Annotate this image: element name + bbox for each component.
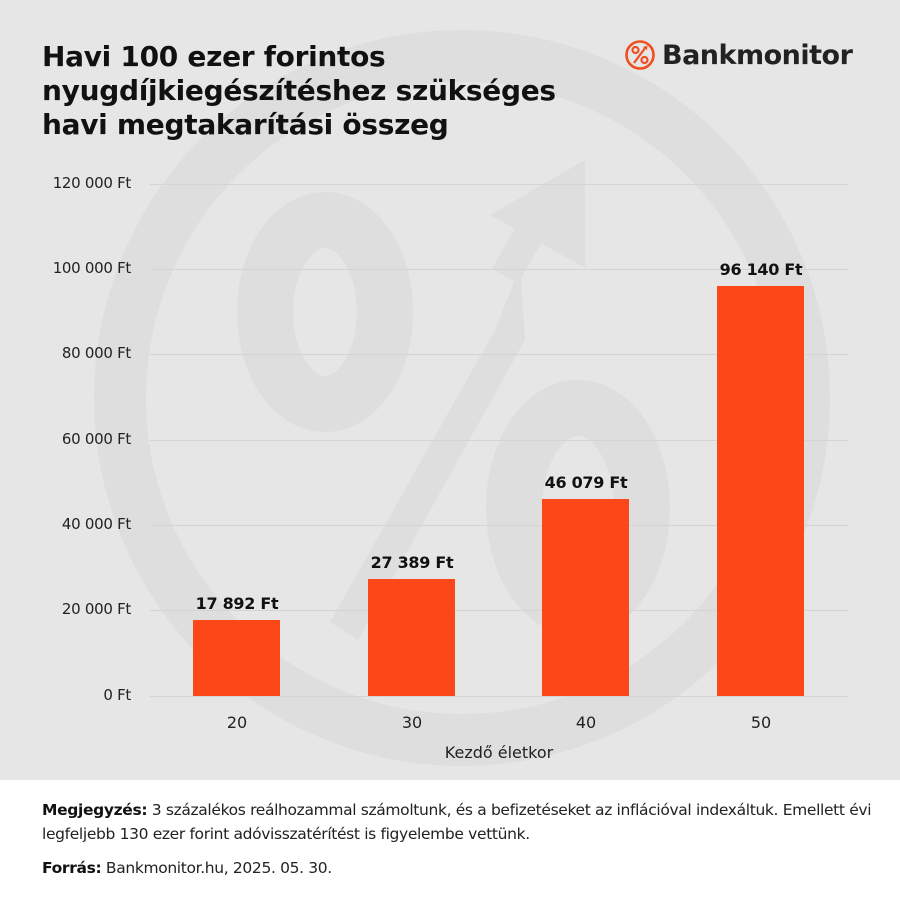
x-tick-label: 40 (575, 713, 597, 732)
y-tick-label: 100 000 Ft (52, 259, 132, 277)
source-text: Bankmonitor.hu, 2025. 05. 30. (101, 859, 332, 877)
bar-value-label: 17 892 Ft (195, 593, 279, 613)
gridline-baseline (150, 696, 848, 697)
bar-value-label: 96 140 Ft (719, 259, 803, 279)
bar-value-label: 27 389 Ft (370, 553, 454, 573)
y-tick-label: 40 000 Ft (61, 515, 131, 533)
footer-notes: Megjegyzés: 3 százalékos reálhozammal sz… (42, 798, 882, 880)
x-axis-title: Kezdő életkor (444, 743, 554, 762)
title-line: nyugdíjkiegészítéshez szükséges (42, 74, 556, 107)
source: Forrás: Bankmonitor.hu, 2025. 05. 30. (42, 856, 882, 880)
note-label: Megjegyzés: (42, 801, 148, 819)
percent-watermark-icon (0, 0, 900, 780)
gridline (150, 525, 848, 526)
y-tick-label: 120 000 Ft (52, 174, 132, 192)
y-tick-label: 0 Ft (103, 686, 131, 704)
bar-value-label: 46 079 Ft (544, 473, 628, 493)
bar-age-30 (368, 579, 455, 696)
gridline (150, 440, 848, 441)
percent-circle-icon (625, 40, 655, 70)
y-tick-label: 20 000 Ft (61, 600, 131, 618)
title-line: Havi 100 ezer forintos (42, 40, 386, 73)
gridline (150, 354, 848, 355)
gridline (150, 610, 848, 611)
note-text: 3 százalékos reálhozammal számoltunk, és… (42, 801, 872, 843)
x-tick-label: 50 (750, 713, 772, 732)
y-tick-label: 60 000 Ft (61, 430, 131, 448)
logo-text: Bankmonitor (662, 39, 853, 71)
source-label: Forrás: (42, 859, 102, 877)
gridline (150, 269, 848, 270)
gridline (150, 184, 848, 185)
bankmonitor-logo: Bankmonitor (624, 37, 853, 73)
chart-title: Havi 100 ezer forintos nyugdíjkiegészíté… (42, 40, 602, 142)
title-line: havi megtakarítási összeg (42, 108, 449, 141)
bar-age-40 (542, 499, 629, 696)
bar-age-50 (717, 285, 804, 696)
y-tick-label: 80 000 Ft (61, 344, 131, 362)
bar-age-20 (193, 619, 280, 696)
x-tick-label: 20 (226, 713, 248, 732)
chart-panel: Havi 100 ezer forintos nyugdíjkiegészíté… (0, 0, 900, 780)
note: Megjegyzés: 3 százalékos reálhozammal sz… (42, 798, 882, 846)
x-tick-label: 30 (401, 713, 423, 732)
